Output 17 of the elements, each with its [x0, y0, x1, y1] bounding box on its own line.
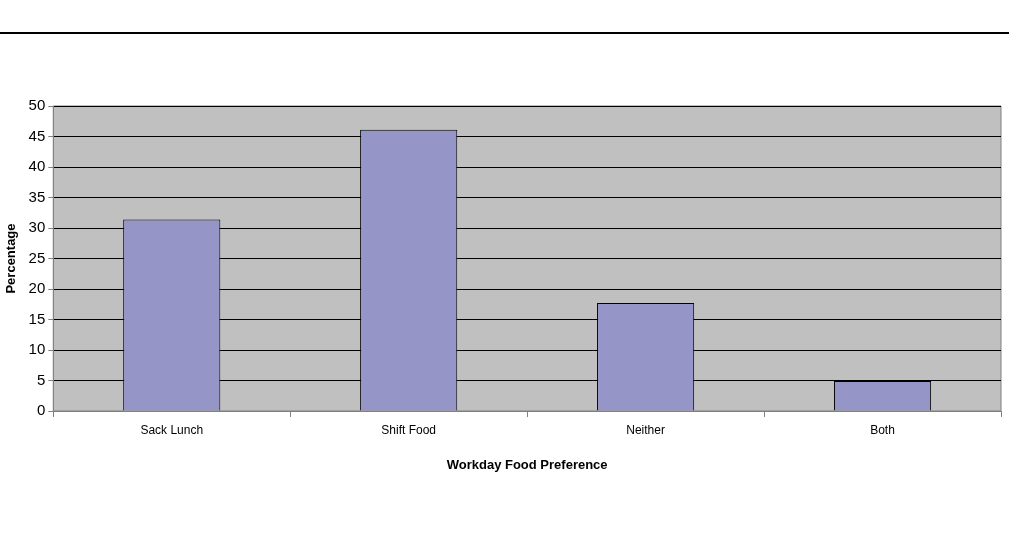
y-tick-label: 50: [28, 96, 46, 114]
x-tick-label: Neither: [626, 422, 665, 437]
x-axis-title: Workday Food Preference: [446, 456, 608, 472]
y-tick-label: 45: [28, 126, 46, 144]
x-tick-label: Both: [870, 422, 895, 437]
y-tick-label: 25: [28, 248, 46, 266]
y-tick-label: 40: [28, 157, 46, 175]
y-tick-label: 20: [28, 279, 46, 297]
y-tick-label: 10: [28, 340, 46, 358]
y-tick-label: 35: [28, 187, 46, 205]
y-tick-label: 5: [36, 370, 46, 388]
y-axis-title: Percentage: [3, 223, 19, 294]
x-tick-label: Sack Lunch: [140, 422, 204, 437]
y-tick-label: 15: [28, 309, 46, 327]
y-tick-label: 30: [28, 218, 46, 236]
y-tick-label: 0: [36, 401, 46, 419]
x-tick-label: Shift Food: [381, 422, 437, 437]
